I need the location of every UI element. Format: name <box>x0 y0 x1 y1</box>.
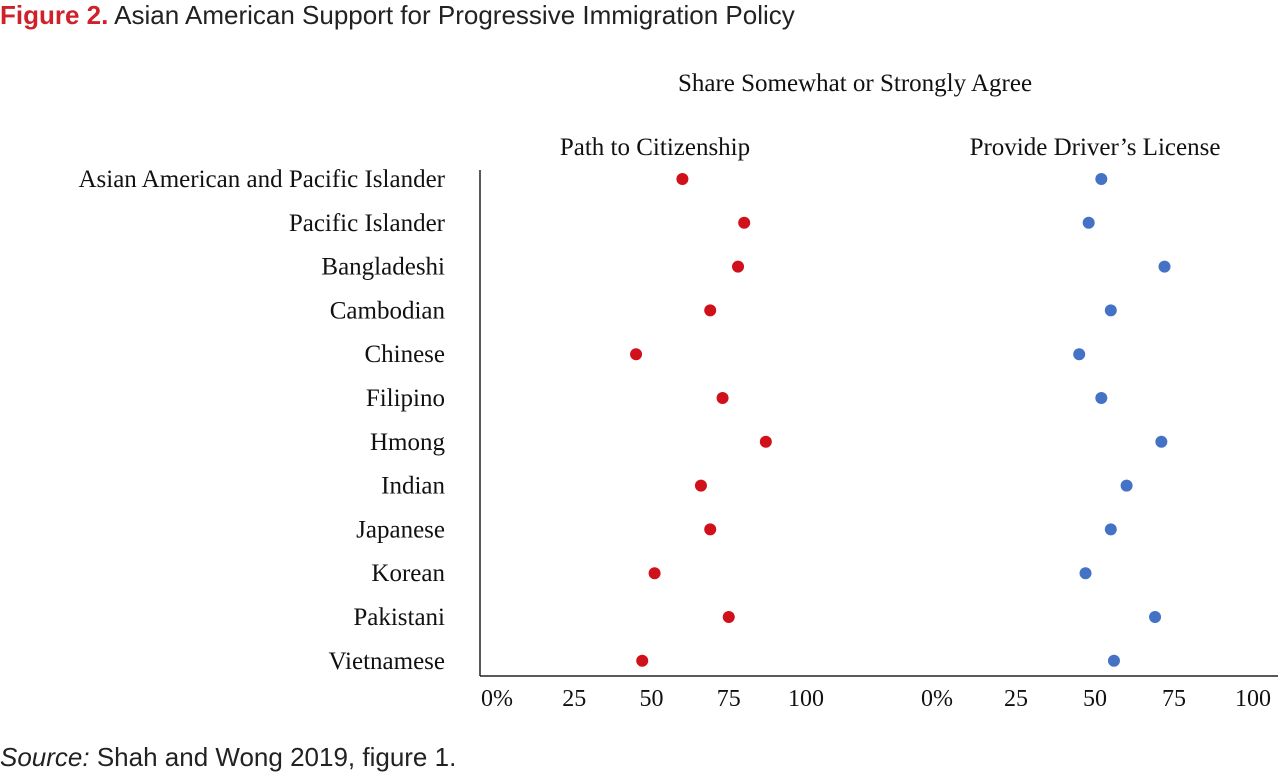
x-tick-label-panel2-25: 25 <box>1004 686 1028 712</box>
x-tick-label-panel1-25: 25 <box>562 686 586 712</box>
category-label-chinese: Chinese <box>364 341 445 368</box>
point-provide-driver-s-license-pakistani <box>1149 611 1162 623</box>
x-tick-label-panel2-50: 50 <box>1083 686 1107 712</box>
point-path-to-citizenship-korean <box>648 567 661 580</box>
point-provide-driver-s-license-vietnamese <box>1107 654 1120 667</box>
point-provide-driver-s-license-indian <box>1120 479 1133 492</box>
point-provide-driver-s-license-korean <box>1079 567 1092 580</box>
point-provide-driver-s-license-hmong <box>1155 435 1168 448</box>
figure-label: Figure 2. <box>0 0 109 30</box>
x-tick-label-panel1-100: 100 <box>788 686 824 712</box>
point-provide-driver-s-license-pacific-islander <box>1082 216 1095 229</box>
x-tick-label-panel2-100: 100 <box>1235 686 1271 712</box>
source-text: Shah and Wong 2019, figure 1. <box>96 742 457 772</box>
point-provide-driver-s-license-bangladeshi <box>1158 260 1171 273</box>
category-label-filipino: Filipino <box>366 385 445 412</box>
category-label-pacific-islander: Pacific Islander <box>289 210 446 237</box>
source-note: Source: Shah and Wong 2019, figure 1. <box>0 742 456 773</box>
point-path-to-citizenship-chinese <box>630 348 643 361</box>
chart-title: Share Somewhat or Strongly Agree <box>678 70 1032 97</box>
category-label-asian-american-and-pacific-islander: Asian American and Pacific Islander <box>78 166 445 193</box>
point-path-to-citizenship-hmong <box>759 435 772 448</box>
category-label-bangladeshi: Bangladeshi <box>321 254 445 281</box>
panel-title-drivers-license: Provide Driver’s License <box>970 134 1221 161</box>
figure-title-text: Asian American Support for Progressive I… <box>114 0 795 30</box>
data-points <box>630 173 1171 667</box>
point-path-to-citizenship-pacific-islander <box>738 216 751 229</box>
category-label-indian: Indian <box>381 473 445 500</box>
x-tick-label-panel2-0: 0% <box>921 686 953 712</box>
x-tick-label-panel1-50: 50 <box>640 686 664 712</box>
category-label-pakistani: Pakistani <box>353 604 445 631</box>
x-tick-label-panel1-75: 75 <box>717 686 741 712</box>
source-label: Source: <box>0 742 90 772</box>
category-label-vietnamese: Vietnamese <box>328 648 445 675</box>
panel-title-citizenship: Path to Citizenship <box>560 134 750 161</box>
point-provide-driver-s-license-chinese <box>1073 348 1086 361</box>
point-path-to-citizenship-filipino <box>716 392 729 404</box>
category-label-korean: Korean <box>371 560 445 587</box>
point-provide-driver-s-license-asian-american-and-pacific-islander <box>1095 173 1108 185</box>
point-provide-driver-s-license-filipino <box>1095 392 1108 404</box>
x-tick-label-panel1-0: 0% <box>481 686 513 712</box>
point-path-to-citizenship-japanese <box>704 523 717 536</box>
x-tick-labels: 0% 25 50 75 100 0% 25 50 75 100 <box>481 686 1271 712</box>
category-label-hmong: Hmong <box>370 429 446 456</box>
point-provide-driver-s-license-japanese <box>1104 523 1117 536</box>
point-provide-driver-s-license-cambodian <box>1104 304 1117 317</box>
point-path-to-citizenship-indian <box>694 479 707 492</box>
category-label-cambodian: Cambodian <box>330 297 446 324</box>
point-path-to-citizenship-pakistani <box>722 611 735 623</box>
x-tick-label-panel2-75: 75 <box>1162 686 1186 712</box>
point-path-to-citizenship-vietnamese <box>636 654 649 667</box>
point-path-to-citizenship-bangladeshi <box>732 260 745 273</box>
category-labels: Asian American and Pacific Islander Pacif… <box>78 166 445 675</box>
point-path-to-citizenship-asian-american-and-pacific-islander <box>676 173 689 185</box>
category-label-japanese: Japanese <box>356 516 445 543</box>
figure-title: Figure 2. Asian American Support for Pro… <box>0 0 795 31</box>
point-path-to-citizenship-cambodian <box>704 304 717 317</box>
